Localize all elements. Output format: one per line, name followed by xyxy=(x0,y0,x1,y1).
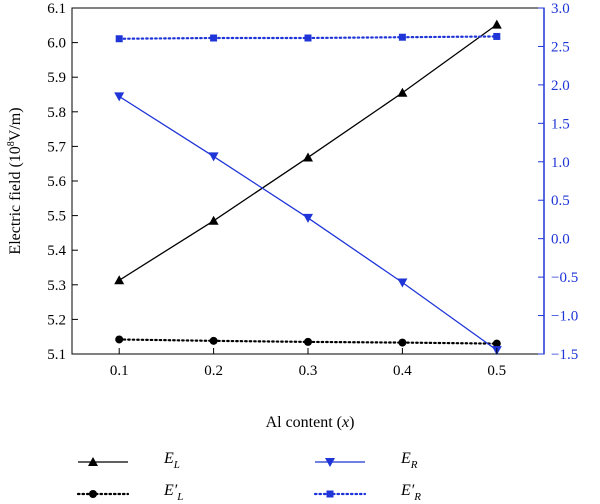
legend-marker-1 xyxy=(89,490,97,498)
x-tick-label: 0.1 xyxy=(110,363,129,379)
series-2-point xyxy=(114,92,125,102)
plot-frame xyxy=(71,7,545,355)
series-2-point xyxy=(397,278,408,288)
series-0-point xyxy=(397,87,408,97)
left-y-tick-label: 6.1 xyxy=(47,1,66,17)
series-3-point xyxy=(115,35,123,43)
series-1-point xyxy=(115,335,124,344)
x-axis-title: Al content (x) xyxy=(266,414,355,431)
series-1-point xyxy=(398,338,407,347)
left-y-tick-label: 6.0 xyxy=(47,36,66,52)
legend-label-0: EL xyxy=(163,450,180,471)
legend-marker-3 xyxy=(326,490,334,498)
series-line-0 xyxy=(118,24,498,281)
left-axis: 5.1 5.2 5.3 5.4 5.5 5.6 5.7 5.8 5.9 6.0 6.1 xyxy=(47,1,78,363)
x-tick-label: 0.5 xyxy=(487,363,506,379)
legend: EL E′L ER E′R xyxy=(76,450,421,503)
series-0-point xyxy=(208,215,219,225)
series-1-point xyxy=(304,337,312,346)
left-y-tick-label: 5.3 xyxy=(47,278,66,294)
x-tick-label: 0.4 xyxy=(393,363,412,379)
series-3-point xyxy=(210,34,218,42)
series-3-point xyxy=(493,32,501,40)
series-1-point xyxy=(209,336,218,345)
legend-label-1: E′L xyxy=(163,482,183,503)
left-y-tick-label: 5.6 xyxy=(47,174,66,190)
series-3-point xyxy=(304,34,312,42)
left-y-tick-label: 5.8 xyxy=(47,105,66,121)
right-y-tick-label: −0.5 xyxy=(551,270,578,286)
series-2-point xyxy=(208,152,219,162)
series-1-point xyxy=(492,339,501,348)
marks-layer xyxy=(114,19,502,356)
legend-label-3: E′R xyxy=(400,482,421,503)
x-axis: 0.1 0.2 0.3 0.4 0.5 xyxy=(110,348,506,379)
right-y-tick-label: 1.5 xyxy=(551,116,570,132)
right-y-tick-label: 2.0 xyxy=(551,78,570,94)
left-y-tick-label: 5.1 xyxy=(47,347,66,363)
y-axis-title-left: Electric field (108V/m) xyxy=(6,107,24,254)
right-y-tick-label: 1.0 xyxy=(551,155,570,171)
right-y-tick-label: 3.0 xyxy=(551,1,570,17)
left-y-tick-label: 5.5 xyxy=(47,209,66,225)
legend-marker-2 xyxy=(325,458,335,467)
right-axis: −1.5 −1.0 −0.5 0.0 0.5 1.0 1.5 2.0 2.5 3.0 xyxy=(538,1,578,363)
right-y-tick-label: −1.0 xyxy=(551,309,578,325)
series-line-2 xyxy=(118,95,498,351)
x-tick-label: 0.2 xyxy=(204,363,223,379)
left-y-tick-label: 5.4 xyxy=(47,243,66,259)
series-2-point xyxy=(303,213,313,223)
legend-marker-0 xyxy=(88,457,98,466)
series-0-point xyxy=(491,19,502,29)
left-y-tick-label: 5.2 xyxy=(47,312,66,328)
right-y-tick-label: 0.0 xyxy=(551,232,570,248)
right-y-tick-label: −1.5 xyxy=(551,347,578,363)
right-y-tick-label: 2.5 xyxy=(551,39,570,55)
left-y-tick-label: 5.7 xyxy=(47,139,66,155)
right-y-tick-label: 0.5 xyxy=(551,193,570,209)
series-0-point xyxy=(303,152,313,162)
series-3-point xyxy=(398,33,406,41)
left-y-tick-label: 5.9 xyxy=(47,70,66,86)
series-0-point xyxy=(114,275,125,285)
legend-label-2: ER xyxy=(400,450,418,471)
x-tick-label: 0.3 xyxy=(299,363,318,379)
